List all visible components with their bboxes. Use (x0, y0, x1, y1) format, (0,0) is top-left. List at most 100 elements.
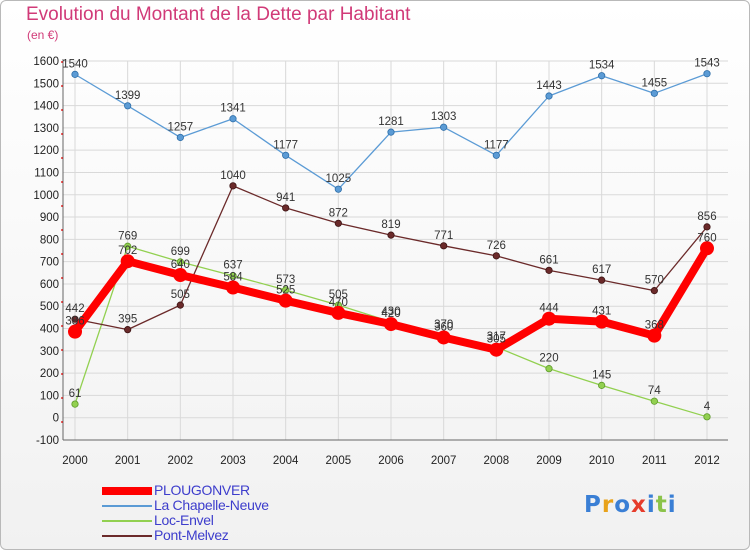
data-label-loc-envel: 145 (592, 369, 611, 381)
data-point-loc-envel (703, 413, 711, 421)
data-point-pont-melvez (124, 326, 132, 334)
data-label-la-chapelle-neuve: 1303 (431, 111, 457, 123)
data-label-plougonver: 368 (645, 320, 664, 332)
x-tick-label: 2001 (115, 455, 141, 467)
legend-label-la-chapelle-neuve: La Chapelle-Neuve (154, 497, 269, 513)
line-chart: -100 0 100 200 300 400 500 600 700 800 900 1000 1100… (33, 56, 728, 467)
data-label-plougonver: 444 (539, 303, 559, 315)
data-label-plougonver: 470 (329, 297, 348, 309)
data-point-loc-envel (124, 242, 132, 250)
data-point-loc-envel (71, 400, 79, 408)
data-label-loc-envel: 573 (276, 274, 295, 286)
data-label-loc-envel: 317 (487, 331, 506, 343)
y-tick-label: -100 (36, 435, 59, 447)
data-point-la-chapelle-neuve (71, 70, 79, 78)
data-label-plougonver: 360 (434, 321, 453, 333)
data-label-plougonver: 640 (171, 259, 190, 271)
y-tick-label: 1300 (33, 123, 59, 135)
data-label-loc-envel: 699 (171, 246, 190, 258)
data-point-pont-melvez (650, 287, 658, 295)
x-tick-label: 2010 (589, 455, 615, 467)
data-point-plougonver (173, 268, 188, 283)
y-tick-label: 100 (40, 390, 59, 402)
data-label-loc-envel: 430 (381, 306, 400, 318)
y-tick-label: 200 (40, 368, 59, 380)
data-point-la-chapelle-neuve (334, 185, 342, 193)
data-point-la-chapelle-neuve (440, 123, 448, 131)
data-label-plougonver: 431 (592, 306, 611, 318)
data-point-pont-melvez (334, 219, 342, 227)
chart-title: Evolution du Montant de la Dette par Hab… (26, 4, 411, 25)
x-tick-label: 2008 (484, 455, 510, 467)
data-label-la-chapelle-neuve: 1534 (589, 60, 615, 72)
logo-letter: i (667, 492, 677, 518)
data-label-pont-melvez: 819 (381, 219, 400, 231)
data-point-pont-melvez (492, 252, 500, 260)
x-tick-label: 2012 (694, 455, 720, 467)
data-point-pont-melvez (598, 276, 606, 284)
data-point-plougonver (278, 293, 293, 308)
x-tick-label: 2004 (273, 455, 299, 467)
logo-letter: t (655, 492, 668, 518)
legend-swatch-loc-envel (102, 520, 152, 522)
data-point-plougonver (594, 314, 609, 329)
data-label-loc-envel: 370 (434, 319, 453, 331)
data-point-pont-melvez (229, 182, 237, 190)
data-point-pont-melvez (703, 223, 711, 231)
data-label-la-chapelle-neuve: 1399 (115, 90, 141, 102)
data-label-pont-melvez: 570 (645, 275, 664, 287)
y-tick-label: 1400 (33, 101, 59, 113)
data-point-plougonver (331, 305, 346, 320)
data-label-pont-melvez: 726 (487, 240, 506, 252)
y-tick-label: 1200 (33, 145, 59, 157)
data-point-loc-envel (282, 286, 290, 294)
chart-subtitle: (en €) (27, 28, 59, 42)
data-point-la-chapelle-neuve (387, 128, 395, 136)
data-point-loc-envel (598, 381, 606, 389)
data-point-loc-envel (545, 365, 553, 373)
data-label-loc-envel: 505 (329, 289, 348, 301)
y-tick-label: 900 (40, 212, 59, 224)
data-point-pont-melvez (71, 315, 79, 323)
y-tick-label: 700 (40, 257, 59, 269)
data-label-la-chapelle-neuve: 1455 (642, 77, 668, 89)
x-tick-label: 2009 (536, 455, 562, 467)
y-tick-label: 600 (40, 279, 59, 291)
data-label-la-chapelle-neuve: 1257 (168, 121, 194, 133)
data-point-plougonver (700, 241, 714, 256)
data-label-pont-melvez: 617 (592, 264, 611, 276)
data-point-plougonver (647, 328, 662, 343)
data-label-plougonver: 584 (223, 272, 243, 284)
data-point-plougonver (384, 317, 398, 332)
legend-swatch-la-chapelle-neuve (102, 505, 152, 507)
legend-swatch-pont-melvez (102, 535, 152, 537)
proxiti-logo: Proxiti (584, 492, 677, 518)
data-point-la-chapelle-neuve (492, 151, 500, 159)
data-label-plougonver: 525 (276, 285, 295, 297)
data-label-la-chapelle-neuve: 1177 (484, 139, 509, 151)
legend-label-loc-envel: Loc-Envel (154, 512, 214, 528)
data-label-la-chapelle-neuve: 1540 (62, 58, 88, 70)
data-point-la-chapelle-neuve (598, 72, 606, 80)
data-point-loc-envel (650, 397, 658, 405)
data-point-pont-melvez (440, 242, 448, 250)
data-label-plougonver: 305 (487, 334, 506, 346)
data-point-la-chapelle-neuve (176, 133, 184, 142)
data-point-pont-melvez (176, 301, 184, 309)
x-tick-label: 2011 (642, 455, 667, 467)
x-tick-label: 2006 (378, 455, 404, 467)
data-label-pont-melvez: 505 (171, 289, 190, 301)
data-point-plougonver (120, 254, 135, 269)
x-tick-label: 2000 (62, 455, 88, 467)
data-label-pont-melvez: 856 (697, 211, 716, 223)
data-label-loc-envel: 220 (539, 353, 558, 365)
data-label-la-chapelle-neuve: 1025 (326, 173, 352, 185)
data-label-pont-melvez: 872 (329, 207, 348, 219)
data-label-loc-envel: 4 (704, 401, 711, 413)
logo-letter: o (614, 492, 632, 518)
data-label-pont-melvez: 941 (276, 192, 295, 204)
data-label-pont-melvez: 661 (539, 254, 558, 266)
data-label-la-chapelle-neuve: 1443 (536, 80, 562, 92)
y-tick-label: 1500 (33, 78, 59, 90)
data-label-pont-melvez: 1040 (220, 170, 246, 182)
